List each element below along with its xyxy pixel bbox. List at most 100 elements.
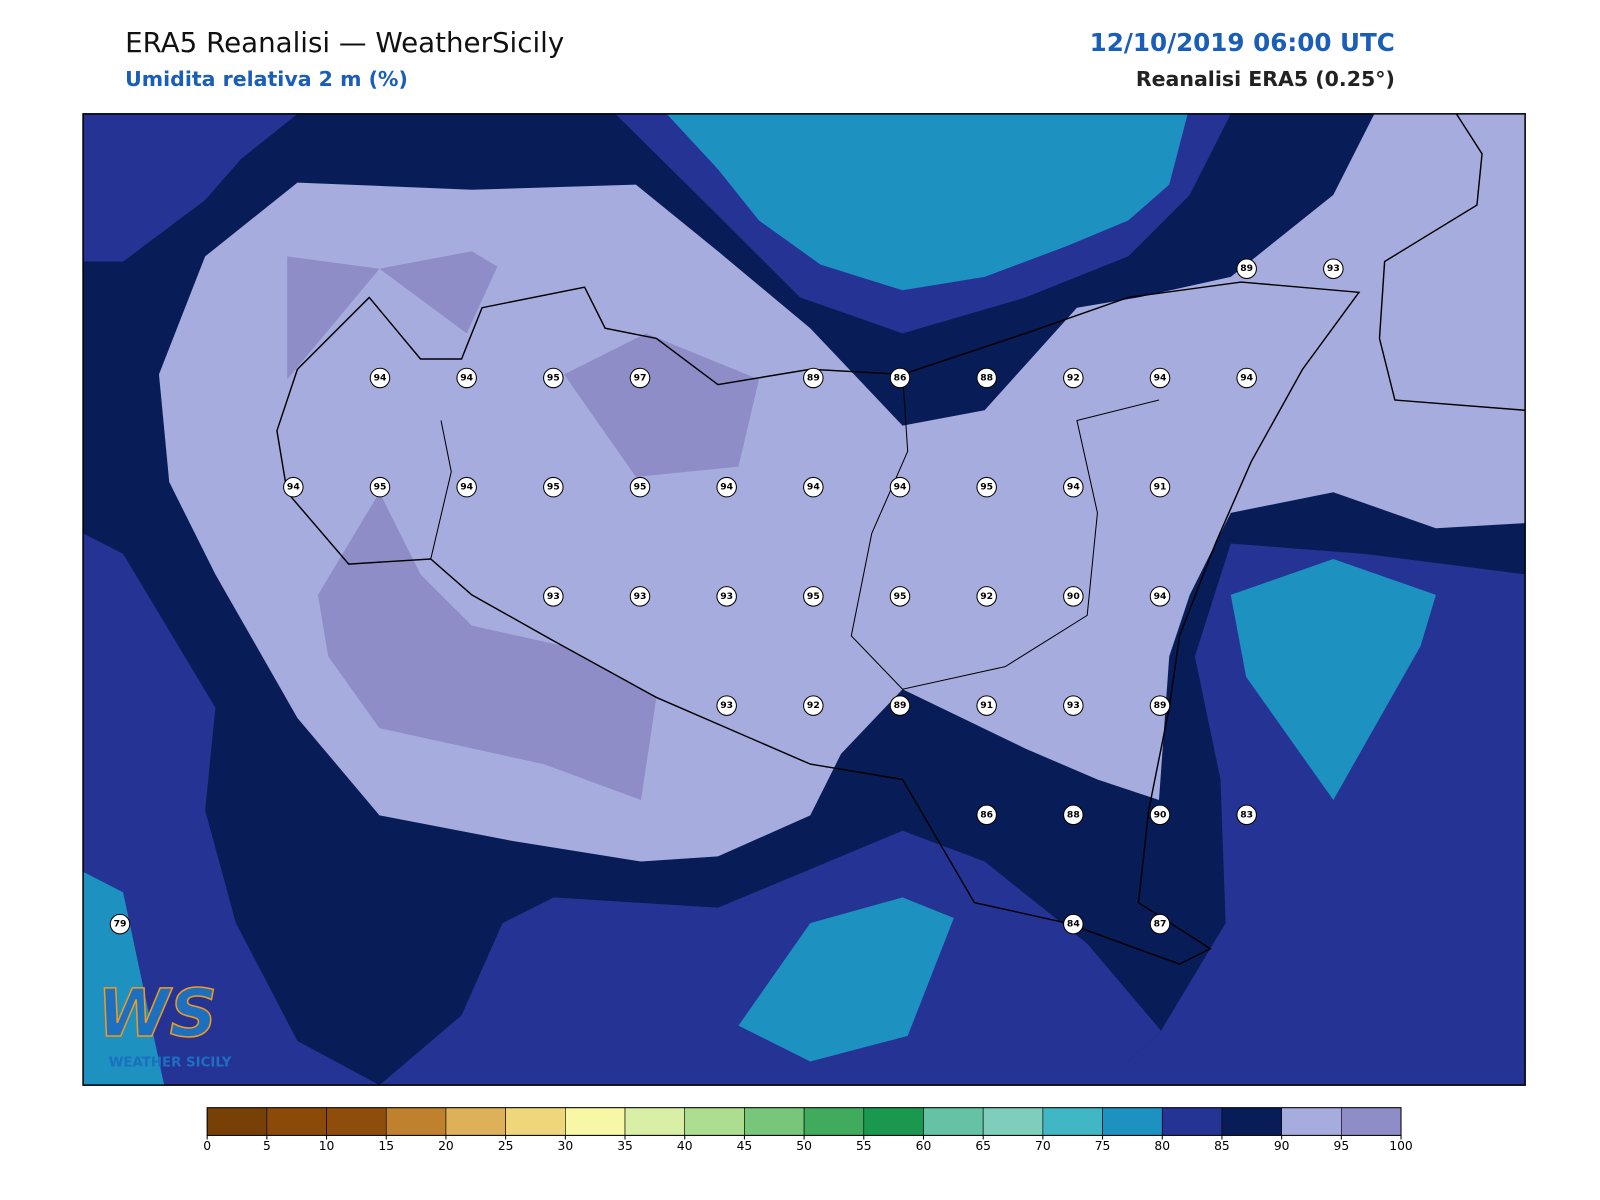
band-75-80	[1230, 558, 1436, 800]
colorbar-tick-label: 65	[975, 1139, 991, 1153]
colorbar-tick-label: 90	[1274, 1139, 1290, 1153]
colorbar-segment	[1281, 1107, 1342, 1136]
colorbar-tick-label: 80	[1154, 1139, 1170, 1153]
band-75-80	[83, 871, 165, 1086]
station-value: 95	[547, 372, 560, 383]
stations: 89 93 94 94 95 97 89 86 88 92 94 94 94 95 94 95 95 94 94 94…	[109, 258, 1344, 935]
station-value: 87	[1154, 919, 1167, 930]
station-value: 94	[287, 482, 300, 493]
station-marker	[1149, 367, 1171, 389]
band-80-85	[1102, 543, 1526, 1086]
station-value: 89	[1154, 700, 1167, 711]
colorbar-tick-label: 5	[263, 1139, 271, 1153]
logo-text: WEATHER SICILY	[109, 1056, 232, 1071]
colorbar-segment	[744, 1107, 805, 1136]
colorbar-segment	[684, 1107, 745, 1136]
band-95-100	[287, 251, 498, 380]
subtitle: Umidita relativa 2 m (%)	[125, 67, 408, 91]
colorbar-segment	[923, 1107, 984, 1136]
station-marker	[803, 367, 824, 389]
station-value: 94	[807, 482, 820, 493]
station-value: 89	[1240, 263, 1253, 274]
station-value: 86	[980, 809, 993, 820]
band-80-85	[83, 533, 380, 1086]
colorbar-segment	[982, 1107, 1044, 1136]
colorbar-tick-label: 85	[1214, 1139, 1230, 1153]
station-marker	[629, 476, 651, 498]
colorbar-tick-label: 10	[319, 1139, 335, 1153]
contour-field	[83, 113, 1526, 1086]
station-marker	[1323, 258, 1344, 279]
station-marker	[889, 695, 911, 716]
station-value: 95	[547, 482, 560, 493]
station-marker	[1236, 804, 1257, 826]
colorbar-segment	[863, 1107, 924, 1136]
station-marker	[1236, 258, 1257, 279]
station-value: 94	[1154, 372, 1167, 383]
station-marker	[456, 476, 477, 498]
station-marker	[889, 476, 911, 498]
station-marker	[803, 586, 824, 607]
station-value: 86	[894, 372, 907, 383]
logo: WS WEATHER SICILY	[97, 975, 232, 1071]
colorbar-segment	[206, 1107, 268, 1136]
station-value: 95	[634, 482, 647, 493]
station-marker	[1236, 367, 1257, 389]
colorbar-tick-label: 60	[916, 1139, 932, 1153]
station-value: 94	[460, 482, 473, 493]
colorbar-segment	[445, 1107, 506, 1136]
station-value: 95	[807, 591, 820, 602]
colorbar-tick-label: 20	[438, 1139, 454, 1153]
station-value: 92	[807, 700, 820, 711]
station-marker	[629, 367, 651, 389]
station-marker	[1149, 476, 1171, 498]
station-value: 91	[1154, 482, 1167, 493]
colorbar-segment	[385, 1107, 447, 1136]
station-value: 95	[894, 591, 907, 602]
station-value: 95	[374, 482, 387, 493]
station-marker	[1149, 586, 1171, 607]
station-marker	[543, 586, 564, 607]
colorbar-tick-label: 35	[617, 1139, 633, 1153]
station-value: 95	[980, 482, 993, 493]
colorbar-segment	[1221, 1107, 1282, 1136]
station-value: 93	[634, 591, 647, 602]
band-80-85	[83, 113, 298, 262]
station-value: 90	[1067, 591, 1080, 602]
station-marker	[629, 586, 651, 607]
band-95-100	[317, 492, 657, 800]
colorbar-segment	[1341, 1107, 1402, 1136]
station-value: 94	[894, 482, 907, 493]
colorbar-segment	[1161, 1107, 1223, 1136]
station-marker	[1063, 695, 1084, 716]
station-value: 94	[1067, 482, 1080, 493]
colorbar-tick-label: 100	[1389, 1139, 1412, 1153]
station-value: 90	[1154, 809, 1167, 820]
station-value: 93	[1327, 263, 1340, 274]
station-marker	[369, 476, 391, 498]
colorbar-segment	[803, 1107, 865, 1136]
band-95-100	[564, 333, 759, 477]
colorbar-tick-label: 0	[203, 1139, 211, 1153]
colorbar-segment	[505, 1107, 566, 1136]
source: Reanalisi ERA5 (0.25°)	[1136, 67, 1395, 91]
station-marker	[716, 695, 737, 716]
station-value: 94	[720, 482, 733, 493]
colorbar-tick-label: 75	[1095, 1139, 1111, 1153]
title: ERA5 Reanalisi — WeatherSicily	[125, 26, 564, 59]
station-marker	[456, 367, 477, 389]
station-value: 94	[460, 372, 473, 383]
station-value: 93	[547, 591, 560, 602]
station-value: 89	[894, 700, 907, 711]
station-value: 94	[374, 372, 387, 383]
datetime: 12/10/2019 06:00 UTC	[1090, 28, 1395, 57]
station-value: 97	[634, 372, 647, 383]
band-75-80	[666, 113, 1188, 291]
colorbar-tick-label: 45	[737, 1139, 753, 1153]
coastline	[1378, 113, 1526, 411]
station-marker	[369, 367, 391, 389]
station-marker	[889, 367, 911, 389]
station-marker	[976, 695, 997, 716]
